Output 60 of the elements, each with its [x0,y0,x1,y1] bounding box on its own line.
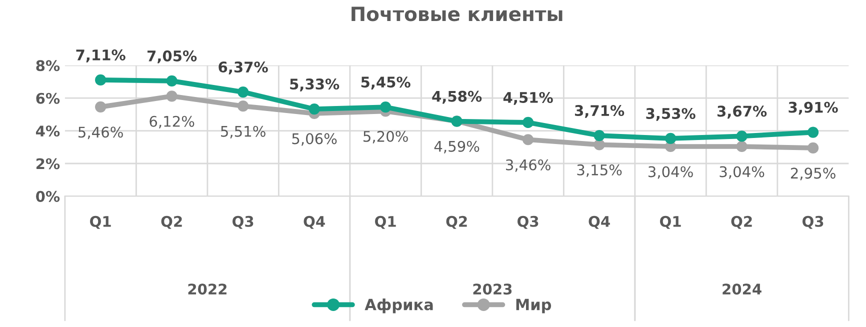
legend-label: Мир [516,298,552,314]
point [594,130,605,142]
data-label: 5,33% [290,78,340,92]
data-label: 5,46% [78,126,123,140]
x-tick-label: Q1 [660,216,681,229]
y-tick-label: 6% [36,92,60,104]
point [166,90,178,102]
data-label: 4,59% [434,140,480,154]
point [736,140,748,152]
point [522,134,534,146]
y-tick-label: 8% [36,60,60,72]
text: 2022 [188,284,226,295]
x-tick-label: Q3 [802,216,824,229]
text: 2023 [473,284,512,295]
point [522,116,534,128]
x-tick-label: Q1 [90,216,111,229]
data-label: 3,91% [788,102,838,115]
data-label: 5,51% [221,126,266,138]
point [380,102,392,113]
data-label: 3,67% [717,106,767,119]
x-tick-label: Q1 [375,216,396,229]
point [808,142,819,154]
data-label: 2,95% [790,168,836,180]
point [808,126,819,138]
point [238,86,249,98]
y-tick-label: 0% [36,190,60,202]
x-tick-label: Q2 [446,216,467,229]
data-label: 3,04% [720,166,764,179]
point [95,74,106,86]
data-label: 3,04% [648,166,693,179]
text: 2024 [722,284,762,295]
point [95,101,106,112]
data-label: 3,15% [577,164,622,177]
data-label: 4,51% [503,92,553,105]
data-label: 3,71% [574,105,624,118]
point [166,75,178,86]
y-tick-label: 4% [36,126,60,137]
chart-title: Почтовые клиенты [352,6,562,22]
data-label: 5,06% [292,133,337,146]
legend-label: Африка [364,298,433,314]
x-tick-label: Q2 [161,216,182,229]
x-tick-label: Q3 [232,216,254,229]
point [308,104,320,115]
x-tick-label: Q2 [731,216,752,229]
data-label: 7,05% [148,50,197,64]
data-label: 5,20% [364,130,408,144]
point [736,130,748,142]
data-label: 3,46% [506,159,550,172]
data-label: 6,37% [218,62,268,74]
data-label: 4,58% [432,90,482,104]
data-label: 5,45% [361,76,410,90]
point [665,132,676,144]
point [238,100,249,112]
y-tick-label: 2% [36,158,60,170]
x-tick-label: Q4 [588,216,610,229]
data-label: 6,12% [150,116,194,128]
data-label: 7,11% [76,49,126,62]
data-label: 3,53% [646,108,696,121]
x-tick-label: Q4 [304,216,325,229]
x-tick-label: Q3 [518,216,538,229]
